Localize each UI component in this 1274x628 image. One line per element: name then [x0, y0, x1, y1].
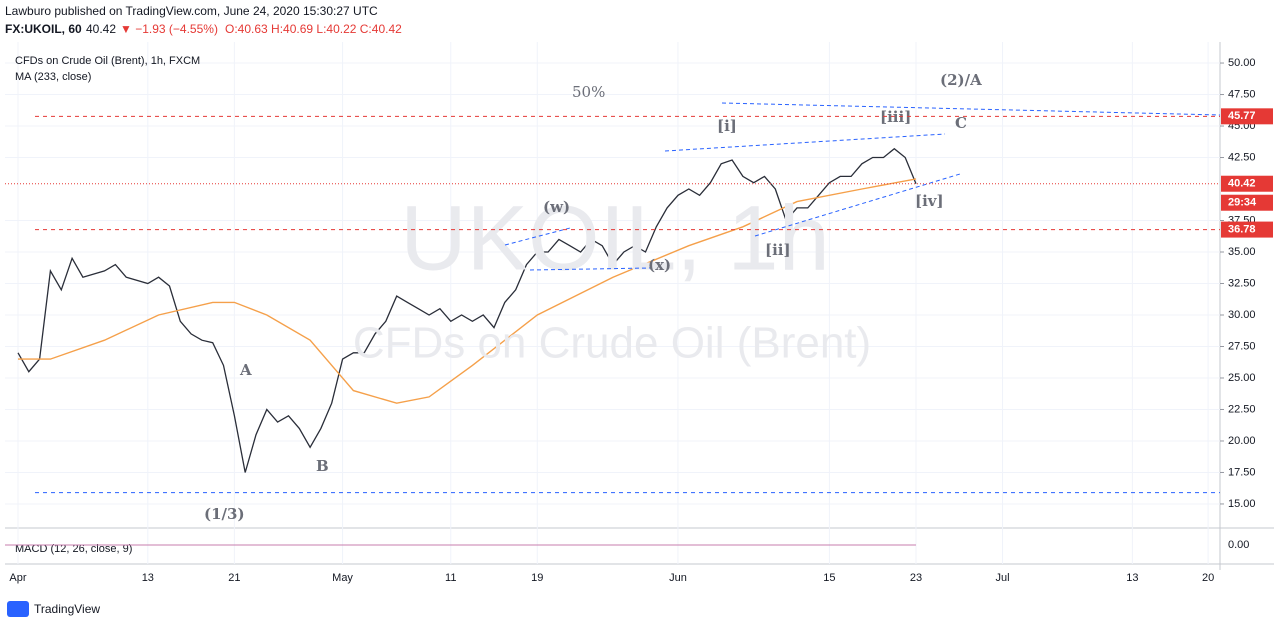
x-tick-label: 23 [910, 572, 922, 584]
legend-entry: MA (233, close) [15, 71, 91, 83]
x-tick-label: 11 [445, 572, 456, 584]
y-tick-label: 27.50 [1228, 340, 1256, 352]
watermark-subtitle: CFDs on Crude Oil (Brent) [353, 319, 871, 368]
watermark: UKOIL, 1h [400, 187, 830, 289]
price-tag [1221, 108, 1273, 125]
annotation: A [239, 361, 252, 379]
ma-line [18, 178, 917, 404]
logo [7, 601, 29, 617]
annotation: (w) [543, 198, 570, 216]
y-tick-label: 15.00 [1228, 498, 1256, 510]
x-tick-label: Jun [669, 572, 687, 584]
annotation: (2)/A [940, 71, 982, 89]
y-tick-label: 47.50 [1228, 88, 1256, 100]
trend-line [664, 133, 946, 152]
annotation: (1/3) [204, 505, 245, 523]
symbol: FX:UKOIL, 60 [5, 22, 82, 36]
annotation: (x) [648, 256, 671, 274]
countdown: 29:34 [1228, 197, 1257, 209]
y-tick-label: 30.00 [1228, 309, 1256, 321]
y-tick-label: 50.00 [1228, 57, 1256, 69]
annotation: 50% [572, 83, 605, 101]
macd-title: MACD (12, 26, close, 9) [15, 543, 132, 555]
annotation: B [316, 457, 329, 475]
annotation: [iv] [915, 192, 944, 210]
price-tag [1221, 175, 1273, 192]
x-tick-label: 13 [142, 572, 154, 584]
trend-line [721, 102, 1221, 116]
y-tick-label: 20.00 [1228, 435, 1256, 447]
price-tag [1221, 221, 1273, 238]
change: ▼ −1.93 (−4.55%) [120, 22, 218, 36]
annotation: C [955, 114, 967, 132]
x-tick-label: 19 [531, 572, 543, 584]
annotation: [iii] [880, 108, 911, 126]
y-tick-label: 25.00 [1228, 372, 1256, 384]
y-tick-label: 17.50 [1228, 466, 1256, 478]
y-tick-label: 22.50 [1228, 403, 1256, 415]
x-tick-label: 13 [1126, 572, 1138, 584]
annotation: [i] [717, 117, 737, 135]
x-tick-label: Apr [9, 572, 26, 584]
trend-line [754, 173, 961, 237]
annotation: [ii] [765, 241, 791, 259]
ohlc: O:40.63 H:40.69 L:40.22 C:40.42 [225, 22, 402, 36]
y-tick-label: 0.00 [1228, 539, 1249, 551]
trend-line [529, 267, 651, 271]
x-tick-label: 21 [228, 572, 240, 584]
countdown-tag [1221, 194, 1273, 211]
y-tick-label: 32.50 [1228, 277, 1256, 289]
y-tick-label: 42.50 [1228, 151, 1256, 163]
price-tag-label: 45.77 [1228, 110, 1256, 122]
publisher: Lawburo published on TradingView.com, Ju… [5, 4, 378, 18]
price-tag-label: 36.78 [1228, 223, 1256, 235]
legend-entry: CFDs on Crude Oil (Brent), 1h, FXCM [15, 55, 200, 67]
x-tick-label: Jul [996, 572, 1010, 584]
x-tick-label: 20 [1202, 572, 1214, 584]
x-tick-label: 15 [823, 572, 835, 584]
plot-area [5, 42, 1274, 570]
price-tag-label: 40.42 [1228, 178, 1256, 190]
last-price: 40.42 [86, 22, 116, 36]
y-tick-label: 35.00 [1228, 246, 1256, 258]
price-line [17, 147, 917, 473]
brand: TradingView [34, 602, 100, 616]
x-tick-label: May [332, 572, 353, 584]
